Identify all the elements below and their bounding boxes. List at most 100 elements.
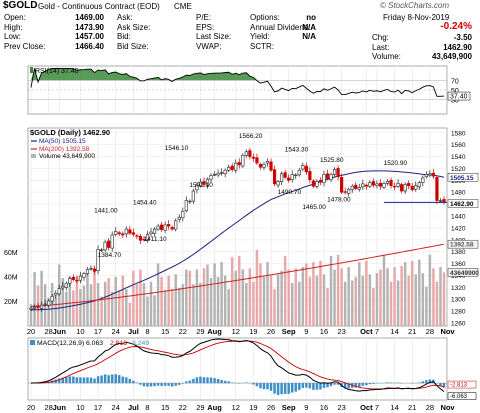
- volume-bar: [86, 270, 89, 326]
- candle-body: [431, 172, 436, 177]
- x-axis-label-bottom: Jul: [128, 403, 139, 412]
- x-axis-label-bottom: 8: [145, 403, 149, 412]
- macd-histogram-bar: [347, 383, 350, 389]
- price-ytick: 1360: [451, 261, 466, 268]
- candle-body: [332, 169, 337, 175]
- candle-body: [258, 163, 263, 168]
- x-axis-label-bottom: 21: [408, 403, 416, 412]
- volume-bar: [230, 257, 234, 326]
- macd-histogram-bar: [181, 383, 185, 384]
- candle-body: [163, 224, 167, 231]
- x-axis-label: 14: [390, 327, 398, 336]
- volume-bar: [283, 255, 287, 326]
- volume-bar: [389, 281, 393, 326]
- price-annotation: 1520.90: [384, 160, 408, 167]
- candle-body: [325, 173, 330, 179]
- summary-label-2: Volume:: [372, 52, 401, 61]
- candle-body: [43, 303, 47, 306]
- volume-bar: [40, 270, 43, 326]
- volume-bar: [428, 254, 432, 326]
- volume-bar: [54, 296, 57, 326]
- candle-body: [350, 185, 354, 190]
- macd-histogram-bar: [269, 383, 273, 391]
- macd-histogram-bar: [354, 383, 357, 388]
- candle-body: [354, 184, 358, 189]
- summary-value-1: 1462.90: [443, 42, 472, 52]
- candle-body: [241, 155, 245, 167]
- macd-legend-value: 6.063: [86, 340, 103, 347]
- volume-bar: [227, 289, 230, 326]
- volume-bar: [234, 270, 237, 326]
- volume-ytick: 60M: [4, 250, 18, 257]
- volume-bar: [315, 275, 319, 326]
- candle-body: [244, 151, 248, 156]
- quote-l2-row0: Ask:: [117, 13, 133, 22]
- candle-body: [99, 249, 104, 251]
- price-ytick: 1440: [451, 214, 466, 221]
- volume-bar: [319, 260, 322, 326]
- candle-body: [202, 181, 206, 185]
- volume-ytick: 40M: [4, 274, 18, 281]
- candle-body: [371, 181, 376, 186]
- macd-histogram-bar: [206, 377, 209, 384]
- volume-bar: [407, 275, 410, 326]
- macd-histogram-bar: [209, 377, 213, 384]
- macd-histogram-bar: [79, 377, 82, 384]
- candle-body: [85, 269, 90, 274]
- rsi-legend: RSI(14) 37.40: [35, 68, 79, 75]
- volume-bar: [61, 278, 65, 326]
- candle-body: [149, 231, 153, 235]
- candle-body: [205, 178, 210, 186]
- macd-histogram-bar: [290, 383, 294, 393]
- volume-bar: [139, 269, 142, 326]
- macd-histogram-bar: [386, 382, 389, 384]
- price-ytick: 1580: [451, 130, 466, 137]
- volume-bar: [273, 289, 276, 326]
- macd-histogram-bar: [365, 383, 368, 386]
- macd-histogram-bar: [305, 383, 308, 388]
- volume-bar: [170, 289, 174, 326]
- macd-histogram-bar: [114, 374, 117, 384]
- macd-histogram-bar: [174, 383, 177, 386]
- x-axis-label-bottom: 24: [112, 403, 120, 412]
- macd-histogram-bar: [121, 376, 125, 384]
- macd-histogram-bar: [230, 382, 234, 384]
- candle-body: [283, 172, 287, 178]
- summary-value-0: -3.50: [453, 33, 472, 42]
- quote-v1-row3: 1466.40: [75, 41, 104, 51]
- x-axis-label: 16: [320, 327, 328, 336]
- candle-body: [428, 173, 432, 176]
- rsi-legend-swatch: [30, 67, 33, 73]
- candle-body: [117, 232, 121, 235]
- macd-histogram-bar: [167, 383, 170, 386]
- macd-histogram-bar: [135, 382, 139, 384]
- candle-body: [336, 168, 340, 178]
- macd-histogram-bar: [107, 375, 110, 384]
- macd-histogram-bar: [54, 379, 57, 384]
- candle-body: [407, 182, 411, 186]
- candle-body: [131, 232, 135, 235]
- macd-histogram-bar: [287, 383, 290, 394]
- price-ytick: 1420: [451, 225, 466, 232]
- volume-bar: [259, 263, 262, 326]
- macd-histogram-bar: [308, 383, 312, 389]
- macd-histogram-bar: [418, 382, 421, 384]
- x-axis-label-bottom: 28: [44, 403, 52, 412]
- candle-body: [280, 173, 284, 182]
- volume-bar: [386, 268, 389, 326]
- volume-bar: [375, 273, 379, 326]
- volume-bar: [146, 296, 149, 326]
- x-axis-label: 29: [196, 327, 204, 336]
- candle-body: [124, 228, 128, 235]
- candle-body: [414, 185, 418, 190]
- x-axis-label-bottom: 17: [94, 403, 102, 412]
- volume-bar: [114, 276, 117, 326]
- candle-body: [378, 182, 383, 187]
- macd-histogram-bar: [153, 383, 156, 387]
- price-annotation: 1441.00: [94, 207, 118, 214]
- volume-bar: [178, 287, 181, 326]
- volume-bar: [326, 287, 329, 326]
- candle-body: [103, 241, 107, 251]
- volume-bar: [132, 270, 135, 326]
- candle-body: [311, 180, 315, 187]
